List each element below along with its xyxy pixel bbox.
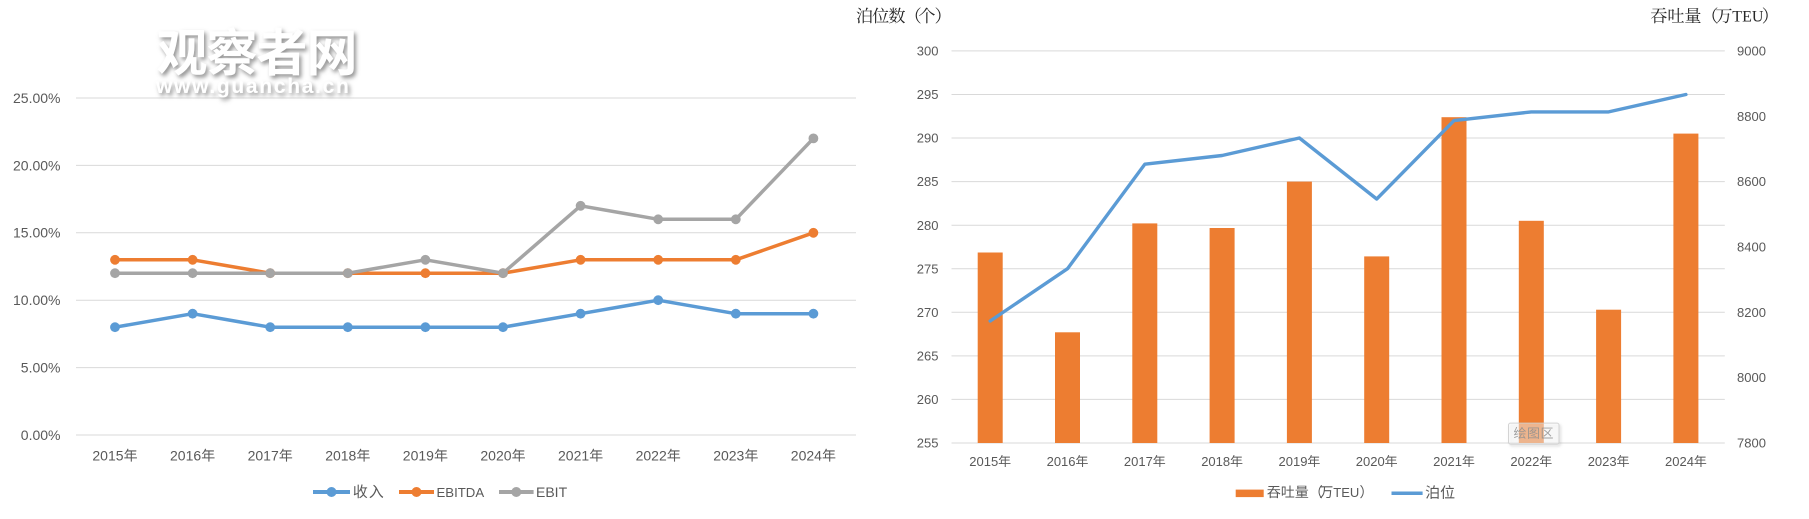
svg-text:265: 265 xyxy=(917,349,939,364)
svg-text:2022: 2022 xyxy=(1510,454,1539,469)
svg-text:2016: 2016 xyxy=(170,448,201,464)
svg-text:25.00%: 25.00% xyxy=(13,90,60,106)
svg-text:TEU: TEU xyxy=(1732,9,1764,26)
svg-text:2019: 2019 xyxy=(403,448,434,464)
svg-text:EBITDA: EBITDA xyxy=(437,485,485,500)
svg-text:300: 300 xyxy=(917,44,939,59)
svg-text:2022: 2022 xyxy=(636,448,667,464)
svg-text:295: 295 xyxy=(917,87,939,102)
svg-text:280: 280 xyxy=(917,218,939,233)
svg-text:2015: 2015 xyxy=(969,454,998,469)
svg-text:255: 255 xyxy=(917,436,939,451)
svg-text:10.00%: 10.00% xyxy=(13,292,60,308)
svg-text:2024: 2024 xyxy=(1665,454,1694,469)
svg-text:20.00%: 20.00% xyxy=(13,157,60,173)
svg-text:2024: 2024 xyxy=(791,448,822,464)
svg-text:2017: 2017 xyxy=(248,448,279,464)
svg-text:290: 290 xyxy=(917,131,939,146)
svg-text:8800: 8800 xyxy=(1737,109,1766,124)
svg-text:EBIT: EBIT xyxy=(536,484,568,500)
svg-text:8000: 8000 xyxy=(1737,370,1766,385)
svg-text:2021: 2021 xyxy=(558,448,589,464)
svg-text:2016: 2016 xyxy=(1047,454,1076,469)
svg-text:15.00%: 15.00% xyxy=(13,225,60,241)
svg-text:2018: 2018 xyxy=(1201,454,1230,469)
svg-text:285: 285 xyxy=(917,174,939,189)
svg-text:2021: 2021 xyxy=(1433,454,1462,469)
svg-text:8600: 8600 xyxy=(1737,174,1766,189)
svg-text:7800: 7800 xyxy=(1737,436,1766,451)
svg-text:2015: 2015 xyxy=(92,448,123,464)
svg-text:8400: 8400 xyxy=(1737,240,1766,255)
svg-text:2020: 2020 xyxy=(480,448,511,464)
svg-text:0.00%: 0.00% xyxy=(21,427,61,443)
svg-text:2017: 2017 xyxy=(1124,454,1153,469)
svg-text:2020: 2020 xyxy=(1356,454,1385,469)
svg-text:8200: 8200 xyxy=(1737,305,1766,320)
svg-text:www.guancha.cn: www.guancha.cn xyxy=(155,75,351,98)
svg-text:270: 270 xyxy=(917,305,939,320)
svg-text:275: 275 xyxy=(917,261,939,276)
svg-text:2023: 2023 xyxy=(713,448,744,464)
svg-text:2019: 2019 xyxy=(1279,454,1308,469)
svg-text:2018: 2018 xyxy=(325,448,356,464)
svg-text:5.00%: 5.00% xyxy=(21,360,61,376)
svg-text:260: 260 xyxy=(917,392,939,407)
svg-text:2023: 2023 xyxy=(1588,454,1617,469)
svg-text:9000: 9000 xyxy=(1737,44,1766,59)
svg-text:TEU: TEU xyxy=(1333,485,1359,500)
